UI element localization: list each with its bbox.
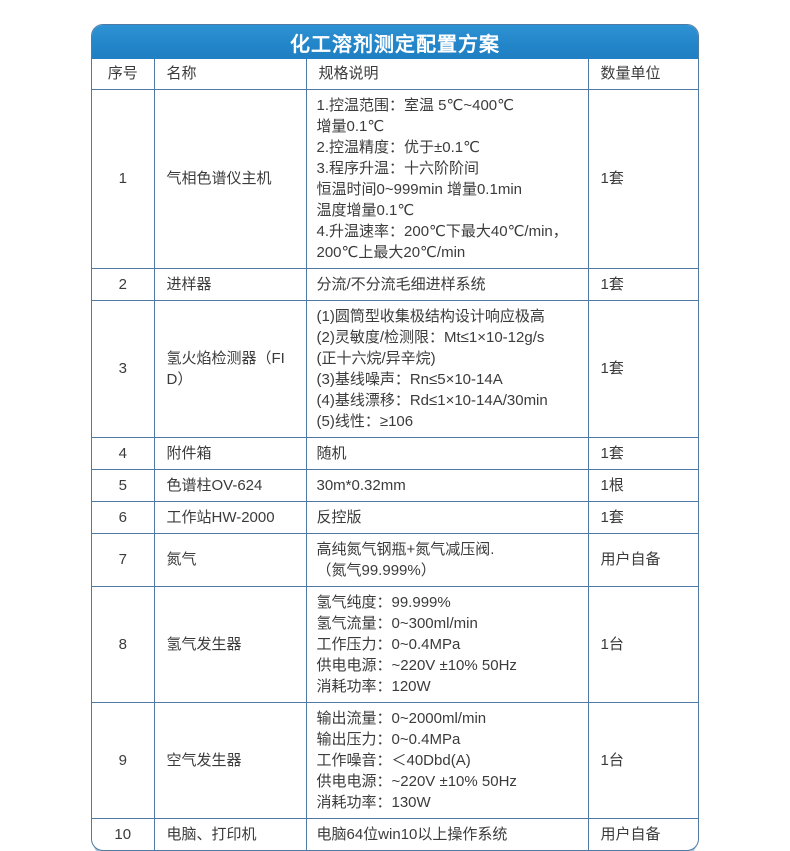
spec-line: 电脑64位win10以上操作系统: [316, 825, 508, 843]
spec-line: 输出压力：0~0.4MPa: [316, 730, 461, 748]
row-spec-cell: 分流/不分流毛细进样系统: [305, 267, 589, 301]
row-qty-cell: 1套: [587, 436, 698, 470]
row-no-cell: 4: [92, 436, 155, 470]
row-name-cell: 氢气发生器: [153, 585, 307, 703]
spec-line: (2)灵敏度/检测限：Mt≤1×10-12g/s: [316, 328, 545, 346]
row-qty-cell: 1套: [587, 267, 698, 301]
table-row: 6 工作站HW-2000 反控版 1套: [92, 500, 698, 534]
row-spec-cell: 随机: [305, 436, 589, 470]
spec-line: 恒温时间0~999min 增量0.1min: [316, 180, 523, 198]
row-no-cell: 9: [92, 701, 155, 819]
spec-line: 分流/不分流毛细进样系统: [316, 275, 486, 293]
spec-line: 消耗功率：130W: [316, 793, 431, 811]
spec-line: 高纯氮气钢瓶+氮气减压阀.: [316, 540, 495, 558]
spec-line: 供电电源：~220V ±10% 50Hz: [316, 656, 517, 674]
spec-line: 消耗功率：120W: [316, 677, 431, 695]
row-name-cell: 色谱柱OV-624: [153, 468, 307, 502]
row-no-cell: 2: [92, 267, 155, 301]
row-no-cell: 7: [92, 532, 155, 587]
spec-line: (4)基线漂移：Rd≤1×10-14A/30min: [316, 391, 548, 409]
row-spec-cell: 输出流量：0~2000ml/min 输出压力：0~0.4MPa 工作噪音：＜40Db…: [305, 701, 589, 819]
config-table: 序号 名称 规格说明 数量单位 1 气相色谱仪主机 1.控温范围：室温 5℃~400…: [92, 59, 698, 850]
spec-line: (5)线性：≥106: [316, 412, 414, 430]
spec-line: 随机: [316, 444, 347, 462]
spec-line: 3.程序升温：十六阶阶间: [316, 159, 480, 177]
table-row: 10 电脑、打印机 电脑64位win10以上操作系统 用户自备: [92, 817, 698, 850]
spec-line: (3)基线噪声：Rn≤5×10-14A: [316, 370, 503, 388]
spec-line: (正十六烷/异辛烷): [316, 349, 436, 367]
spec-line: 200℃上最大20℃/min: [316, 243, 466, 261]
table-row: 5 色谱柱OV-624 30m*0.32mm 1根: [92, 468, 698, 502]
table-row: 2 进样器 分流/不分流毛细进样系统 1套: [92, 267, 698, 301]
config-table-card: 化工溶剂测定配置方案 序号 名称 规格说明 数量单位 1 气相色谱仪主机 1.控温范…: [91, 24, 699, 851]
spec-line: 反控版: [316, 508, 362, 526]
table-row: 7 氮气 高纯氮气钢瓶+氮气减压阀. （氮气99.999%） 用户自备: [92, 532, 698, 587]
row-spec-cell: 反控版: [305, 500, 589, 534]
row-qty-cell: 用户自备: [587, 532, 698, 587]
col-header-spec: 规格说明: [305, 59, 589, 90]
row-name-cell: 附件箱: [153, 436, 307, 470]
row-spec-cell: 电脑64位win10以上操作系统: [305, 817, 589, 850]
spec-line: 1.控温范围：室温 5℃~400℃: [316, 96, 515, 114]
table-row: 9 空气发生器 输出流量：0~2000ml/min 输出压力：0~0.4MPa 工作噪音…: [92, 701, 698, 819]
spec-line: 输出流量：0~2000ml/min: [316, 709, 487, 727]
spec-line: （氮气99.999%）: [316, 561, 436, 579]
table-body: 1 气相色谱仪主机 1.控温范围：室温 5℃~400℃ 增量0.1℃ 2.控温精度：优于…: [92, 88, 698, 850]
row-no-cell: 6: [92, 500, 155, 534]
col-header-qty: 数量单位: [587, 59, 698, 90]
row-spec-cell: 1.控温范围：室温 5℃~400℃ 增量0.1℃ 2.控温精度：优于±0.1℃ 3.程…: [305, 88, 589, 269]
spec-line: 增量0.1℃: [316, 117, 385, 135]
row-no-cell: 1: [92, 88, 155, 269]
row-spec-cell: 氢气纯度：99.999% 氢气流量：0~300ml/min 工作压力：0~0.4MP…: [305, 585, 589, 703]
row-qty-cell: 1台: [587, 701, 698, 819]
row-no-cell: 5: [92, 468, 155, 502]
row-qty-cell: 1台: [587, 585, 698, 703]
row-spec-cell: 高纯氮气钢瓶+氮气减压阀. （氮气99.999%）: [305, 532, 589, 587]
row-name-cell: 气相色谱仪主机: [153, 88, 307, 269]
spec-line: 氢气流量：0~300ml/min: [316, 614, 478, 632]
row-spec-cell: 30m*0.32mm: [305, 468, 589, 502]
row-name-cell: 氢火焰检测器（FID）: [153, 299, 307, 438]
table-row: 8 氢气发生器 氢气纯度：99.999% 氢气流量：0~300ml/min 工作压力：0…: [92, 585, 698, 703]
table-row: 4 附件箱 随机 1套: [92, 436, 698, 470]
row-no-cell: 10: [92, 817, 155, 850]
spec-line: 2.控温精度：优于±0.1℃: [316, 138, 480, 156]
spec-line: 30m*0.32mm: [316, 476, 406, 494]
row-name-cell: 工作站HW-2000: [153, 500, 307, 534]
col-header-name: 名称: [153, 59, 307, 90]
row-name-cell: 空气发生器: [153, 701, 307, 819]
row-name-cell: 电脑、打印机: [153, 817, 307, 850]
row-name-cell: 氮气: [153, 532, 307, 587]
table-header-row: 序号 名称 规格说明 数量单位: [92, 59, 698, 90]
row-qty-cell: 1套: [587, 88, 698, 269]
table-header: 序号 名称 规格说明 数量单位: [92, 59, 698, 90]
row-name-cell: 进样器: [153, 267, 307, 301]
row-no-cell: 8: [92, 585, 155, 703]
table-row: 1 气相色谱仪主机 1.控温范围：室温 5℃~400℃ 增量0.1℃ 2.控温精度：优于…: [92, 88, 698, 269]
spec-line: 供电电源：~220V ±10% 50Hz: [316, 772, 517, 790]
spec-line: 4.升温速率：200℃下最大40℃/min，: [316, 222, 568, 240]
col-header-no: 序号: [92, 59, 155, 90]
row-no-cell: 3: [92, 299, 155, 438]
row-qty-cell: 1套: [587, 299, 698, 438]
spec-line: 工作压力：0~0.4MPa: [316, 635, 461, 653]
row-qty-cell: 用户自备: [587, 817, 698, 850]
spec-line: 氢气纯度：99.999%: [316, 593, 451, 611]
table-title-bar: 化工溶剂测定配置方案: [92, 25, 698, 59]
spec-line: 工作噪音：＜40Dbd(A): [316, 751, 471, 769]
spec-line: 温度增量0.1℃: [316, 201, 415, 219]
row-spec-cell: (1)圆筒型收集极结构设计响应极高 (2)灵敏度/检测限：Mt≤1×10-12g/…: [305, 299, 589, 438]
row-qty-cell: 1根: [587, 468, 698, 502]
spec-line: (1)圆筒型收集极结构设计响应极高: [316, 307, 545, 325]
table-row: 3 氢火焰检测器（FID） (1)圆筒型收集极结构设计响应极高 (2)灵敏度/检测限：…: [92, 299, 698, 438]
row-qty-cell: 1套: [587, 500, 698, 534]
page-title: 化工溶剂测定配置方案: [290, 33, 500, 56]
